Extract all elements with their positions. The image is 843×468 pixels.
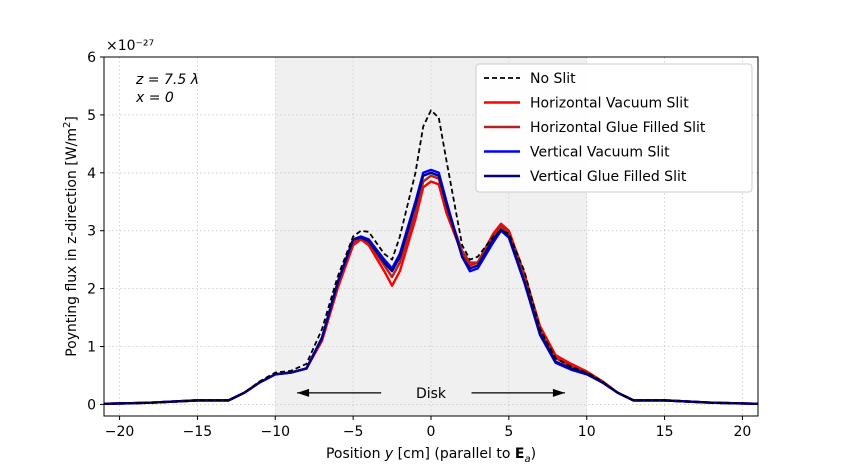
- legend-box: [475, 63, 753, 193]
- x-tick-label: 10: [578, 424, 596, 440]
- y-tick-label: 4: [87, 166, 96, 182]
- x-tick-label: 15: [656, 424, 674, 440]
- x-tick-label: 5: [504, 424, 513, 440]
- x-tick-label: −10: [261, 424, 291, 440]
- legend-label: Vertical Glue Filled Slit: [530, 169, 687, 185]
- disk-arrow-left-head: [297, 388, 310, 397]
- disk-label: Disk: [416, 386, 447, 402]
- x-tick-label: −20: [105, 424, 135, 440]
- series-line-no-slit: [103, 109, 759, 405]
- x-axis-label: Position y [cm] (parallel to Ea): [326, 446, 536, 465]
- legend-label: No Slit: [530, 71, 576, 87]
- x-tick-label: 0: [427, 424, 436, 440]
- annotation-text: z = 7.5 λ: [135, 72, 199, 88]
- disk-arrow-right-head: [552, 388, 565, 397]
- legend-label: Horizontal Vacuum Slit: [530, 96, 689, 112]
- y-tick-label: 5: [87, 108, 96, 124]
- y-axis-label: Poynting flux in z-direction [W/m2]: [62, 116, 80, 357]
- annotation-text: x = 0: [135, 90, 174, 106]
- y-tick-label: 6: [87, 50, 96, 66]
- y-tick-label: 2: [87, 282, 96, 298]
- y-tick-label: 0: [87, 397, 96, 413]
- x-tick-label: 20: [734, 424, 752, 440]
- y-scale-factor: ×10⁻²⁷: [106, 38, 154, 54]
- y-tick-label: 1: [87, 340, 96, 356]
- series-line-vertical-glue-filled-slit: [103, 171, 759, 406]
- legend-label: Horizontal Glue Filled Slit: [530, 120, 706, 136]
- y-tick-label: 3: [87, 224, 96, 240]
- x-tick-label: −5: [343, 424, 364, 440]
- x-tick-label: −15: [183, 424, 213, 440]
- legend-label: Vertical Vacuum Slit: [530, 145, 670, 161]
